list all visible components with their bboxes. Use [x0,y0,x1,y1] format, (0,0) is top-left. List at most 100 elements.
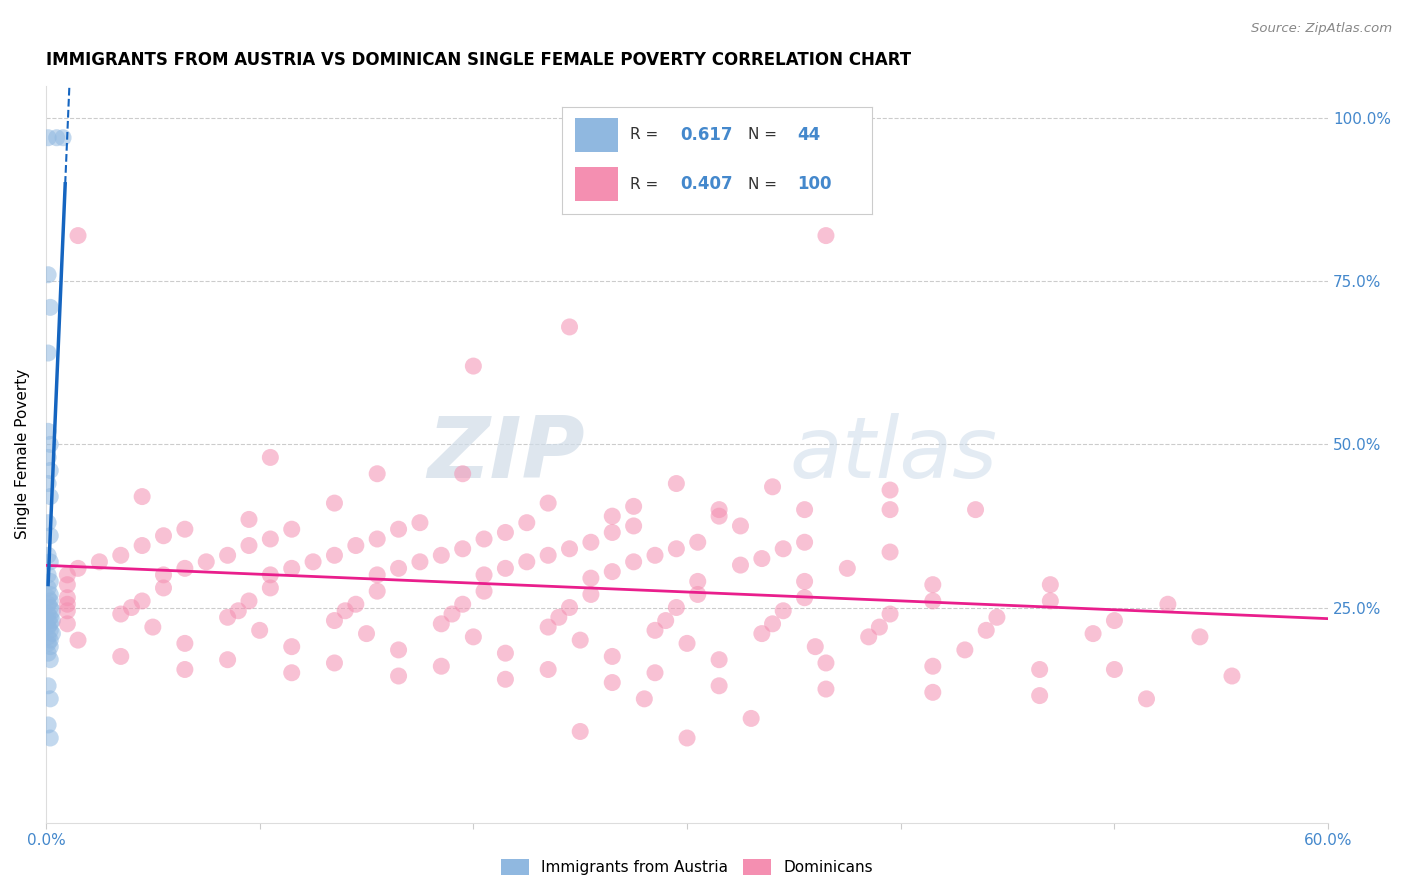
Point [494,673,516,687]
Point [804,640,827,654]
Point [730,558,752,573]
Point [66,228,89,243]
Point [1104,663,1126,677]
Point [52,130,75,145]
Point [110,549,132,563]
Point [623,500,645,514]
Point [356,626,378,640]
Point [665,476,688,491]
Point [921,685,943,699]
Point [814,656,837,670]
Point [56,597,79,611]
Text: N =: N = [748,177,782,192]
Point [600,525,623,540]
Point [387,643,409,657]
Point [430,549,453,563]
Point [37,268,59,282]
Point [879,483,901,497]
Point [569,724,592,739]
Point [366,567,388,582]
Point [131,594,153,608]
Point [37,591,59,605]
Point [600,565,623,579]
Point [986,610,1008,624]
Point [387,561,409,575]
Point [451,541,474,556]
Point [39,574,62,589]
Point [217,610,239,624]
Point [1220,669,1243,683]
Point [37,130,59,145]
Point [173,636,195,650]
Point [965,502,987,516]
Point [37,718,59,732]
Point [409,555,432,569]
Point [56,616,79,631]
Point [494,525,516,540]
Point [217,549,239,563]
Point [323,614,346,628]
Point [37,549,59,563]
Point [41,626,63,640]
Text: 100: 100 [797,175,832,193]
Point [152,529,174,543]
Point [879,545,901,559]
Point [858,630,880,644]
Point [387,522,409,536]
Point [440,607,463,621]
Text: 0.617: 0.617 [681,126,733,144]
Point [37,516,59,530]
Point [879,502,901,516]
Point [280,640,302,654]
Point [921,577,943,591]
Point [472,532,495,546]
Point [280,665,302,680]
Point [451,597,474,611]
Point [730,519,752,533]
Point [131,539,153,553]
Point [430,659,453,673]
Point [600,675,623,690]
Point [537,620,560,634]
Point [707,679,730,693]
Point [430,616,453,631]
Point [66,561,89,575]
Point [238,512,260,526]
Point [814,681,837,696]
Point [793,591,815,605]
Point [344,539,367,553]
Point [39,624,62,638]
Point [238,594,260,608]
Text: R =: R = [630,128,664,143]
Point [558,320,581,334]
Point [623,519,645,533]
Point [37,581,59,595]
Text: R =: R = [630,177,664,192]
Point [366,467,388,481]
Legend: Immigrants from Austria, Dominicans: Immigrants from Austria, Dominicans [495,854,879,881]
Point [665,600,688,615]
Point [39,731,62,745]
Point [39,640,62,654]
Point [280,522,302,536]
Point [761,480,783,494]
Point [142,620,165,634]
Point [772,604,794,618]
Point [472,584,495,599]
Point [921,659,943,673]
Point [751,626,773,640]
Point [463,359,485,373]
Point [600,649,623,664]
Point [41,604,63,618]
Point [226,604,249,618]
Point [131,490,153,504]
Text: atlas: atlas [790,413,998,496]
Point [472,567,495,582]
Point [37,607,59,621]
Text: N =: N = [748,128,782,143]
Point [537,663,560,677]
Point [56,604,79,618]
Point [1081,626,1104,640]
Point [37,346,59,360]
Point [644,624,666,638]
